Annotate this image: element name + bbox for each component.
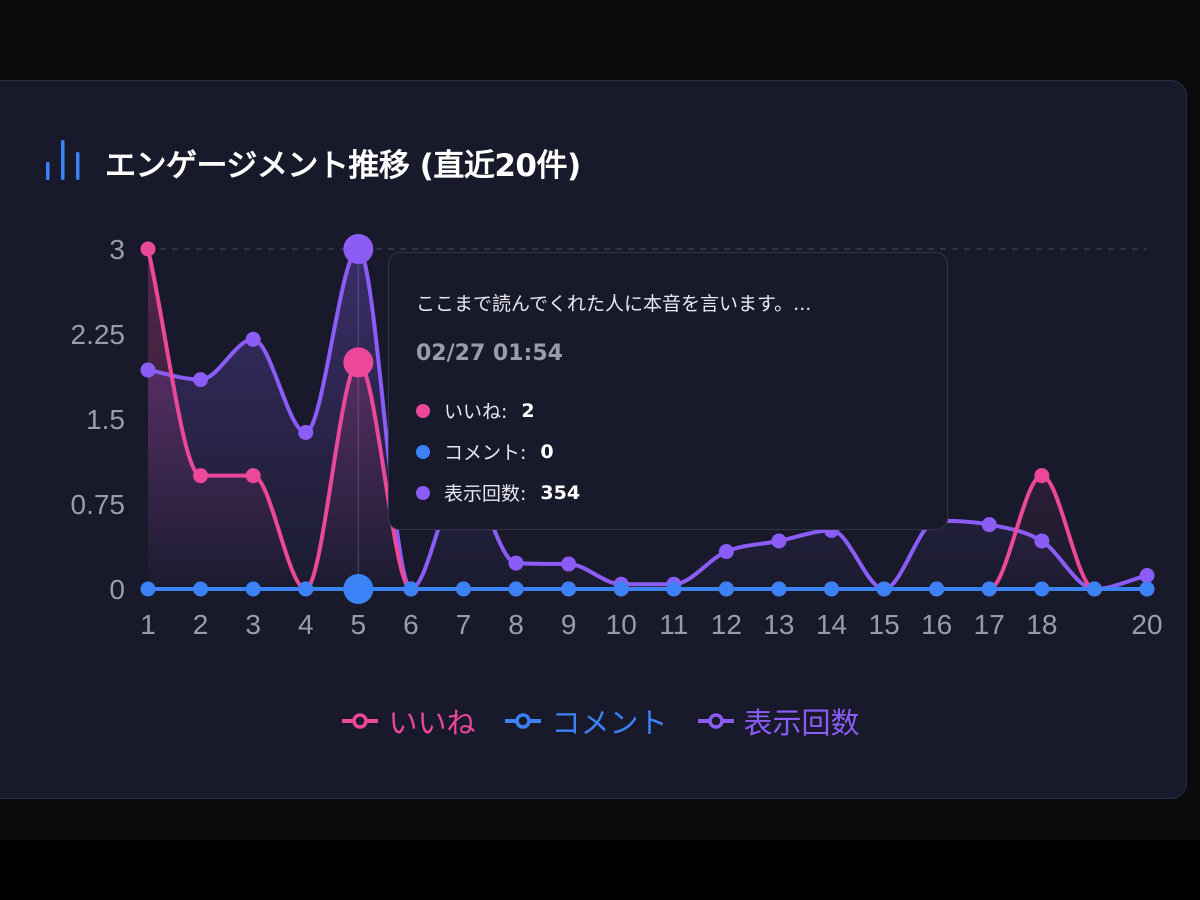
views-dot-icon	[416, 485, 430, 500]
views-point	[981, 517, 997, 533]
comments-point	[1034, 581, 1050, 597]
comments-point	[140, 581, 156, 597]
likes-area	[148, 249, 1147, 589]
legend-label: 表示回数	[743, 706, 860, 740]
likes-point	[193, 468, 209, 484]
x-tick-label: 15	[869, 609, 900, 640]
x-tick-label: 1	[140, 609, 156, 640]
tooltip-row-views: 表示回数: 354	[416, 479, 580, 506]
comments-point	[1139, 581, 1155, 597]
comments-point	[245, 581, 261, 597]
comments-point	[876, 581, 892, 597]
comments-point	[343, 574, 374, 604]
x-tick-label: 6	[403, 609, 419, 640]
likes-point	[1034, 468, 1050, 484]
views-point	[193, 372, 209, 388]
legend-item-likes[interactable]: いいね	[340, 700, 475, 742]
tooltip-post-title: ここまで読んでくれた人に本音を言います。...	[416, 293, 812, 315]
views-point	[343, 234, 374, 264]
y-tick-label: 2.25	[71, 319, 126, 350]
comments-point	[403, 581, 419, 597]
legend-item-comments[interactable]: コメント	[503, 700, 668, 742]
comments-point	[193, 581, 209, 597]
tooltip-row-likes: いいね: 2	[416, 397, 535, 424]
y-tick-label: 0.75	[71, 489, 126, 520]
y-tick-label: 3	[109, 234, 125, 265]
line-marker-icon	[342, 713, 379, 729]
comments-point	[613, 581, 629, 597]
comments-point	[981, 581, 997, 597]
x-tick-label: 14	[816, 609, 847, 640]
comments-point	[718, 581, 734, 597]
legend-label: コメント	[551, 706, 668, 740]
legend-item-views[interactable]: 表示回数	[696, 700, 860, 742]
views-point	[771, 533, 787, 549]
card-title: エンゲージメント推移 (直近20件)	[105, 148, 581, 184]
likes-point	[140, 241, 156, 257]
comments-point	[824, 581, 840, 597]
views-point	[1034, 533, 1050, 549]
x-tick-label: 8	[508, 609, 524, 640]
views-point	[561, 556, 577, 572]
x-tick-label: 20	[1131, 609, 1162, 640]
line-marker-icon	[505, 713, 542, 729]
likes-point	[343, 347, 374, 378]
comments-point	[1086, 581, 1102, 597]
comments-point	[508, 581, 524, 597]
views-point	[508, 555, 524, 571]
views-point	[140, 362, 156, 378]
views-point	[298, 424, 314, 440]
y-tick-label: 0	[109, 574, 125, 605]
likes-point	[245, 468, 261, 484]
comments-point	[298, 581, 314, 597]
views-point	[1139, 568, 1155, 584]
comments-dot-icon	[416, 444, 430, 459]
comments-point	[666, 581, 682, 597]
x-tick-label: 18	[1026, 609, 1057, 640]
x-tick-label: 5	[351, 609, 367, 640]
x-tick-label: 12	[711, 609, 742, 640]
legend-label: いいね	[388, 706, 476, 740]
y-tick-label: 1.5	[86, 404, 125, 435]
x-tick-label: 9	[561, 609, 577, 640]
views-point	[245, 331, 261, 347]
tooltip-label: 表示回数:	[444, 483, 527, 505]
views-point	[718, 544, 734, 560]
chart-legend: いいね コメント 表示回数	[0, 700, 1200, 742]
tooltip-value: 0	[540, 440, 554, 463]
x-tick-label: 13	[763, 609, 794, 640]
tooltip-date: 02/27 01:54	[416, 341, 563, 366]
comments-point	[455, 581, 471, 597]
comments-point	[771, 581, 787, 597]
x-tick-label: 3	[245, 609, 261, 640]
x-tick-label: 2	[193, 609, 209, 640]
x-tick-label: 17	[974, 609, 1005, 640]
tooltip-value: 2	[521, 399, 535, 422]
bar-chart-icon	[46, 140, 80, 180]
tooltip-label: いいね:	[444, 401, 508, 423]
chart-tooltip: ここまで読んでくれた人に本音を言います。... 02/27 01:54 いいね:…	[388, 252, 948, 530]
tooltip-row-comments: コメント: 0	[416, 438, 554, 465]
comments-point	[929, 581, 945, 597]
tooltip-value: 354	[540, 481, 581, 504]
comments-point	[561, 581, 577, 597]
x-tick-label: 4	[298, 609, 314, 640]
x-tick-label: 7	[456, 609, 472, 640]
likes-dot-icon	[416, 403, 430, 418]
x-tick-label: 10	[606, 609, 637, 640]
line-marker-icon	[697, 713, 734, 729]
tooltip-label: コメント:	[444, 442, 527, 464]
x-tick-label: 11	[659, 609, 688, 640]
x-tick-label: 16	[921, 609, 952, 640]
